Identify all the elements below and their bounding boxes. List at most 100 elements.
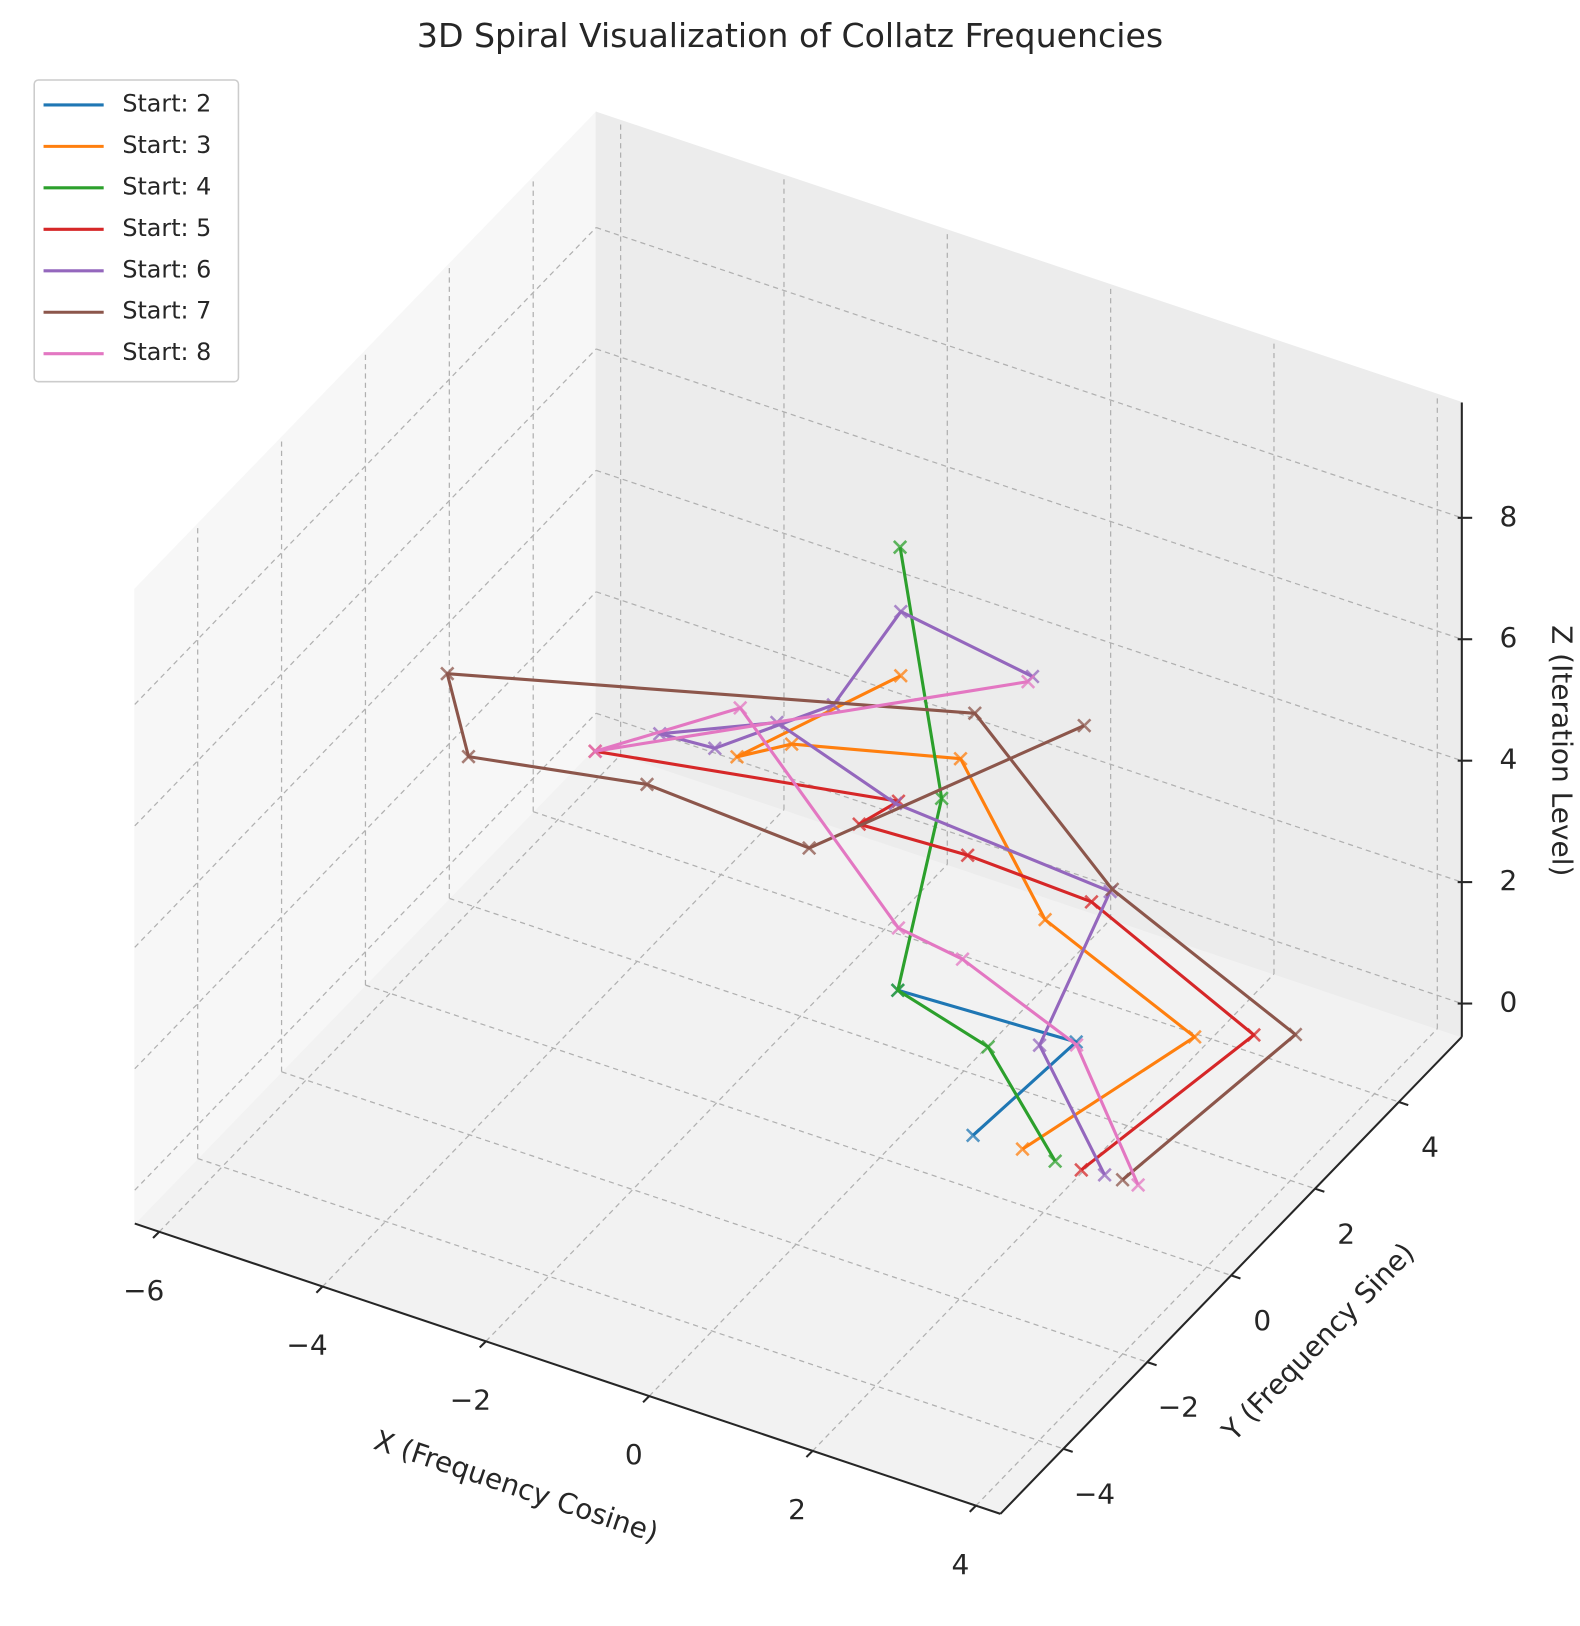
data-point (729, 749, 745, 764)
data-point (965, 1128, 981, 1143)
series-line (658, 610, 1112, 1176)
y-tick-label: 0 (1253, 1304, 1271, 1337)
data-point (1105, 882, 1120, 897)
data-point (890, 983, 905, 998)
x-tick-label: −2 (450, 1383, 491, 1416)
y-tick-label: −4 (1074, 1477, 1115, 1510)
data-point (1246, 1027, 1262, 1043)
y-tick (1230, 1274, 1241, 1280)
x-tick-label: 4 (952, 1548, 970, 1581)
data-point (1097, 1167, 1112, 1183)
grid-line (595, 469, 1463, 762)
z-axis-label: Z (Iteration Level) (1545, 625, 1578, 876)
data-point (1074, 1162, 1089, 1178)
data-point (784, 736, 799, 752)
y-tick (1063, 1447, 1074, 1453)
grid-line (134, 712, 597, 1191)
data-point (892, 540, 908, 555)
data-point (1048, 1154, 1063, 1169)
data-point (1084, 894, 1099, 910)
grid-line (812, 973, 1275, 1452)
grid-line (365, 984, 1232, 1276)
data-point (960, 848, 975, 863)
z-tick-label: 2 (1500, 864, 1518, 897)
data-point (1069, 1037, 1084, 1053)
data-point (707, 741, 722, 756)
grid-line (158, 754, 622, 1233)
y-tick-label: 4 (1421, 1131, 1439, 1164)
grid-line (485, 863, 948, 1342)
data-point (1069, 1034, 1084, 1050)
grid-line (134, 591, 597, 1070)
data-point (1115, 1172, 1130, 1187)
grid-line (134, 469, 597, 948)
chart-title: 3D Spiral Visualization of Collatz Frequ… (417, 16, 1163, 55)
grid-line (595, 348, 1463, 640)
z-tick-label: 4 (1500, 743, 1518, 776)
x-tick-label: −6 (123, 1274, 164, 1307)
x-tick (478, 1340, 487, 1349)
y-tick (1398, 1100, 1409, 1107)
legend-label: Start: 5 (122, 214, 211, 242)
data-point (802, 840, 817, 856)
data-point (934, 791, 949, 806)
data-point (461, 749, 476, 764)
grid-line (595, 591, 1463, 883)
x-axis (134, 1222, 1001, 1515)
legend-label: Start: 4 (122, 172, 211, 200)
y-axis (999, 1036, 1463, 1515)
z-tick-label: 8 (1500, 500, 1518, 533)
z-tick-label: 0 (1500, 986, 1518, 1019)
legend-frame (33, 79, 240, 383)
x-tick-label: −4 (286, 1329, 327, 1362)
x-tick (315, 1285, 324, 1294)
legend-label: Start: 6 (122, 255, 211, 283)
x-tick-label: 0 (625, 1438, 643, 1471)
x-tick (969, 1504, 977, 1513)
data-point (893, 604, 908, 619)
data-point (1130, 1177, 1146, 1193)
grid-line (648, 918, 1112, 1397)
y-tick (1314, 1187, 1325, 1193)
data-point (955, 952, 970, 967)
grid-line (134, 227, 597, 705)
grid-line (975, 1028, 1438, 1507)
grid-line (281, 1071, 1148, 1363)
data-point (1015, 1141, 1030, 1157)
data-point (1037, 912, 1053, 927)
grid-line (197, 1157, 1064, 1450)
data-point (826, 697, 841, 713)
legend-label: Start: 7 (122, 297, 211, 325)
data-point (1187, 1029, 1202, 1045)
data-point (1288, 1027, 1303, 1042)
data-point (891, 920, 906, 936)
data-point (981, 1039, 996, 1055)
y-tick (1146, 1361, 1157, 1367)
y-tick-label: 2 (1337, 1217, 1355, 1250)
grid-line (533, 811, 1400, 1103)
y-tick-label: −2 (1158, 1391, 1199, 1424)
x-tick (152, 1231, 161, 1239)
legend-label: Start: 3 (122, 131, 211, 159)
data-point (440, 666, 455, 681)
legend-label: Start: 2 (122, 89, 211, 117)
data-point (893, 668, 908, 683)
data-point (1032, 1038, 1047, 1053)
data-point (1020, 674, 1036, 689)
y-axis-label: Y (Frequency Sine) (1215, 1236, 1421, 1448)
x-tick (805, 1450, 814, 1458)
legend: Start: 2 Start: 3 Start: 4 Start: 5 Start: 6… (33, 79, 240, 383)
grid-line (595, 226, 1463, 519)
legend-label: Start: 8 (122, 338, 211, 366)
data-point (953, 751, 968, 766)
grid-line (322, 809, 785, 1287)
grid-line (134, 348, 597, 827)
data-point (588, 744, 603, 759)
data-point (733, 700, 748, 716)
x-tick-label: 2 (788, 1493, 806, 1526)
data-point (967, 706, 982, 721)
data-point (639, 777, 655, 792)
z-tick-label: 6 (1500, 621, 1518, 654)
